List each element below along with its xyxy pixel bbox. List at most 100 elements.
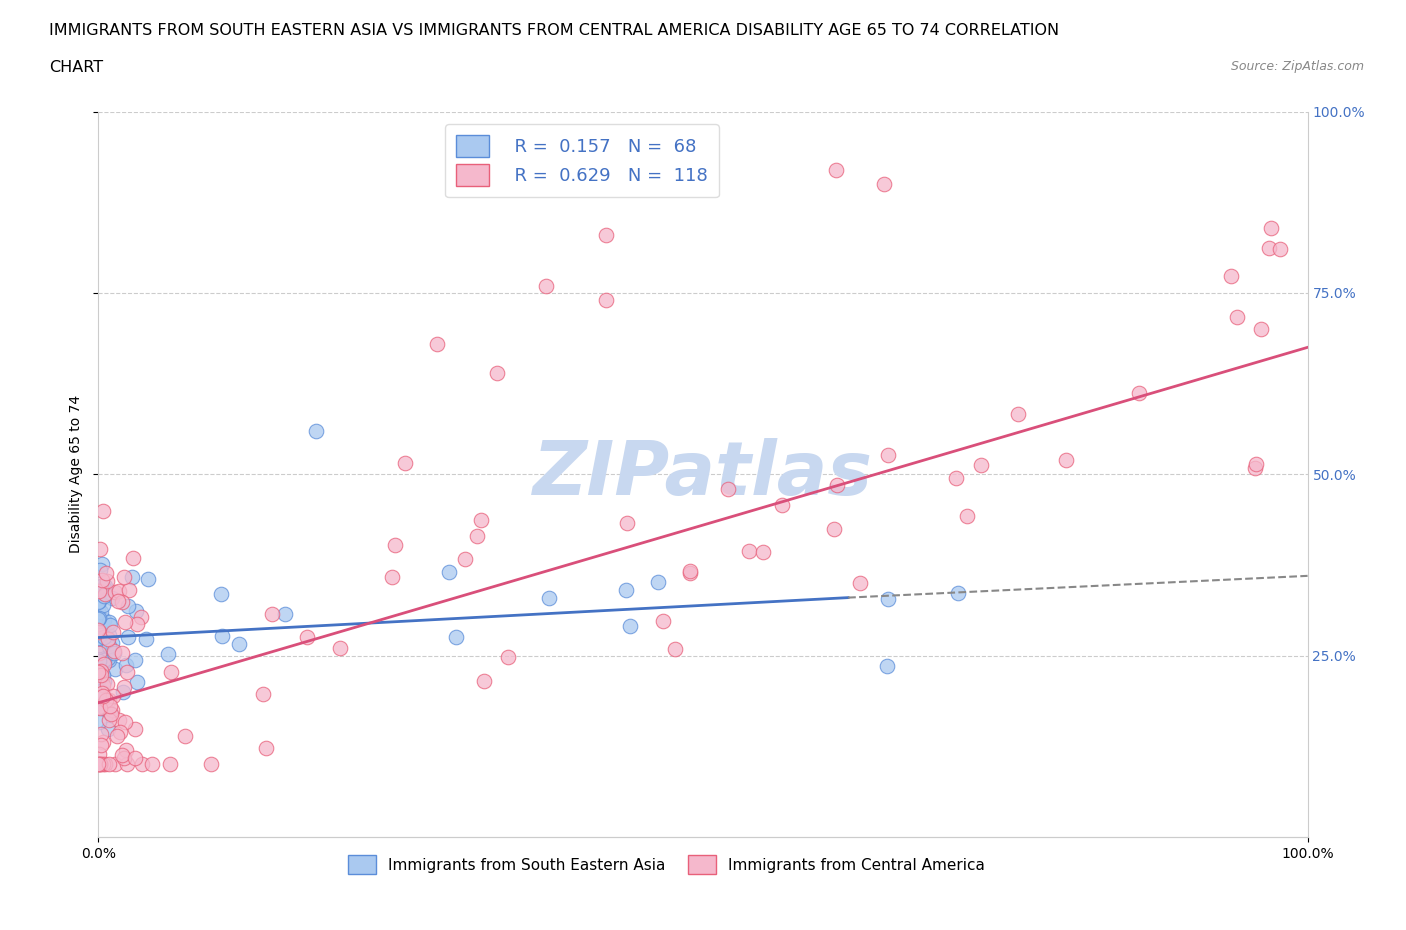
Point — [108, 583, 131, 598]
Point — [616, 582, 638, 597]
Point — [97, 692, 120, 707]
Point — [384, 538, 406, 552]
Point — [752, 544, 775, 559]
Point — [486, 365, 509, 380]
Point — [329, 641, 352, 656]
Y-axis label: Disability Age 65 to 74: Disability Age 65 to 74 — [69, 395, 83, 553]
Point — [90, 604, 112, 619]
Point — [970, 458, 993, 472]
Point — [595, 228, 617, 243]
Point — [103, 646, 125, 661]
Point — [738, 544, 761, 559]
Point — [89, 594, 111, 609]
Point — [97, 627, 120, 642]
Point — [465, 529, 488, 544]
Point — [90, 670, 112, 684]
Point — [121, 570, 143, 585]
Point — [664, 641, 686, 656]
Point — [112, 751, 135, 765]
Point — [87, 611, 110, 626]
Point — [131, 757, 153, 772]
Point — [90, 726, 112, 741]
Point — [87, 715, 110, 730]
Point — [1219, 269, 1241, 284]
Point — [96, 565, 118, 580]
Point — [91, 677, 114, 692]
Point — [211, 586, 233, 601]
Point — [125, 675, 148, 690]
Point — [160, 665, 183, 680]
Point — [118, 583, 141, 598]
Point — [90, 668, 112, 683]
Text: Source: ZipAtlas.com: Source: ZipAtlas.com — [1230, 60, 1364, 73]
Point — [394, 456, 416, 471]
Point — [273, 607, 295, 622]
Point — [93, 688, 115, 703]
Point — [91, 503, 114, 518]
Point — [91, 685, 114, 700]
Point — [1226, 310, 1249, 325]
Point — [89, 757, 111, 772]
Point — [437, 565, 460, 579]
Point — [262, 606, 284, 621]
Point — [98, 618, 121, 632]
Point — [87, 637, 110, 652]
Point — [97, 722, 120, 737]
Point — [108, 712, 131, 727]
Point — [156, 646, 179, 661]
Point — [91, 556, 114, 571]
Point — [129, 609, 152, 624]
Point — [114, 614, 136, 629]
Point — [136, 572, 159, 587]
Point — [90, 572, 112, 587]
Text: ZIPatlas: ZIPatlas — [533, 438, 873, 511]
Point — [96, 574, 118, 589]
Point — [100, 705, 122, 720]
Point — [1250, 322, 1272, 337]
Point — [616, 515, 638, 530]
Point — [94, 757, 117, 772]
Point — [87, 631, 110, 645]
Point — [141, 757, 163, 772]
Point — [122, 551, 145, 565]
Point — [96, 677, 118, 692]
Point — [98, 698, 121, 713]
Point — [470, 512, 492, 527]
Point — [93, 653, 115, 668]
Point — [117, 630, 139, 644]
Point — [877, 591, 900, 606]
Point — [945, 471, 967, 485]
Point — [538, 591, 561, 605]
Point — [200, 757, 222, 772]
Point — [956, 509, 979, 524]
Text: CHART: CHART — [49, 60, 103, 75]
Point — [91, 735, 114, 750]
Point — [496, 649, 519, 664]
Point — [96, 693, 118, 708]
Point — [97, 650, 120, 665]
Point — [426, 337, 449, 352]
Point — [1260, 220, 1282, 235]
Point — [295, 629, 318, 644]
Point — [827, 477, 849, 492]
Point — [381, 569, 404, 584]
Point — [87, 757, 110, 772]
Point — [534, 278, 557, 293]
Point — [91, 757, 114, 772]
Point — [87, 664, 110, 679]
Point — [93, 612, 115, 627]
Point — [94, 629, 117, 644]
Point — [114, 714, 136, 729]
Point — [873, 177, 896, 192]
Point — [104, 757, 127, 772]
Point — [107, 593, 129, 608]
Point — [89, 563, 111, 578]
Point — [89, 584, 111, 599]
Point — [876, 658, 898, 673]
Point — [87, 583, 110, 598]
Point — [89, 746, 111, 761]
Point — [90, 578, 112, 593]
Point — [127, 617, 149, 631]
Point — [97, 638, 120, 653]
Point — [87, 601, 110, 616]
